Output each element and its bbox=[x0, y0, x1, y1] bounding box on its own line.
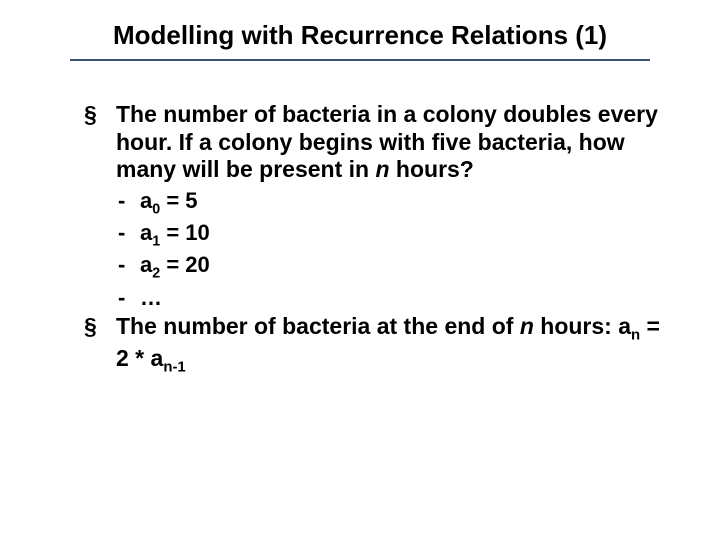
sub-item: … bbox=[116, 284, 660, 312]
seq-base: a bbox=[140, 220, 152, 245]
seq-sub: n bbox=[631, 327, 640, 344]
seq-sub: n-1 bbox=[163, 358, 185, 375]
seq-sub: 2 bbox=[152, 266, 160, 282]
slide: Modelling with Recurrence Relations (1) … bbox=[0, 0, 720, 540]
bullet-text: The number of bacteria at the end of n h… bbox=[116, 313, 660, 371]
seq-sub: 1 bbox=[152, 233, 160, 249]
title-block: Modelling with Recurrence Relations (1) bbox=[40, 20, 680, 61]
bullet-item: The number of bacteria at the end of n h… bbox=[80, 313, 660, 376]
text-run: The number of bacteria at the end of bbox=[116, 313, 520, 339]
text-run-italic: n bbox=[520, 313, 534, 339]
sub-item: a0 = 5 bbox=[116, 187, 660, 219]
seq-base: a bbox=[140, 188, 152, 213]
seq-rhs: = 20 bbox=[160, 252, 210, 277]
seq-base: a bbox=[151, 345, 164, 371]
slide-body: The number of bacteria in a colony doubl… bbox=[40, 61, 680, 376]
sub-item: a1 = 10 bbox=[116, 219, 660, 251]
text-run-italic: n bbox=[375, 156, 389, 182]
sub-item: a2 = 20 bbox=[116, 251, 660, 283]
seq-sub: 0 bbox=[152, 201, 160, 217]
seq-base: a bbox=[140, 252, 152, 277]
slide-title: Modelling with Recurrence Relations (1) bbox=[70, 20, 650, 57]
bullet-text: The number of bacteria in a colony doubl… bbox=[116, 101, 658, 182]
bullet-list: The number of bacteria in a colony doubl… bbox=[80, 101, 660, 376]
bullet-item: The number of bacteria in a colony doubl… bbox=[80, 101, 660, 311]
text-run: hours: bbox=[534, 313, 618, 339]
seq-rhs: = 10 bbox=[160, 220, 210, 245]
ellipsis: … bbox=[140, 285, 162, 310]
text-run: hours? bbox=[390, 156, 474, 182]
seq-base: a bbox=[618, 313, 631, 339]
seq-rhs: = 5 bbox=[160, 188, 197, 213]
sub-list: a0 = 5 a1 = 10 a2 = 20 … bbox=[116, 187, 660, 311]
